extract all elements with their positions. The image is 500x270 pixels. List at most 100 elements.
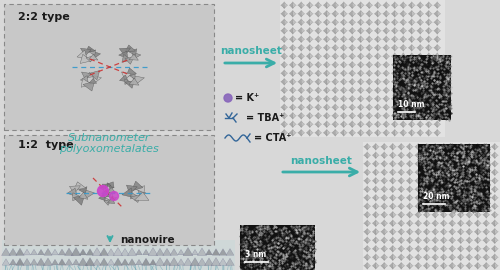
Polygon shape	[332, 2, 338, 5]
Polygon shape	[280, 79, 284, 84]
Polygon shape	[382, 130, 386, 135]
Polygon shape	[376, 170, 380, 175]
Polygon shape	[474, 170, 478, 175]
Polygon shape	[318, 130, 322, 135]
Polygon shape	[373, 164, 378, 167]
Polygon shape	[364, 187, 367, 192]
Polygon shape	[372, 246, 376, 251]
Polygon shape	[466, 263, 469, 268]
Polygon shape	[486, 204, 490, 209]
Polygon shape	[407, 206, 412, 210]
Polygon shape	[364, 169, 370, 172]
Polygon shape	[435, 221, 439, 226]
Polygon shape	[384, 221, 388, 226]
Polygon shape	[348, 105, 352, 110]
Polygon shape	[400, 124, 406, 128]
Polygon shape	[427, 161, 430, 166]
Polygon shape	[391, 130, 395, 135]
Polygon shape	[375, 104, 380, 107]
Polygon shape	[373, 143, 378, 147]
Polygon shape	[284, 71, 288, 76]
Polygon shape	[392, 48, 398, 51]
Polygon shape	[484, 262, 489, 266]
Polygon shape	[418, 107, 423, 111]
Polygon shape	[457, 246, 461, 251]
Polygon shape	[400, 73, 406, 77]
Polygon shape	[89, 50, 96, 55]
Polygon shape	[495, 178, 498, 183]
Polygon shape	[357, 54, 361, 59]
Polygon shape	[375, 61, 380, 65]
Polygon shape	[491, 178, 495, 183]
Polygon shape	[316, 56, 321, 60]
Polygon shape	[364, 257, 370, 261]
Polygon shape	[426, 65, 432, 68]
Polygon shape	[474, 229, 478, 234]
Polygon shape	[125, 79, 131, 85]
Polygon shape	[316, 53, 321, 56]
Polygon shape	[423, 229, 427, 234]
Polygon shape	[344, 54, 348, 59]
Polygon shape	[450, 220, 455, 223]
Polygon shape	[298, 79, 301, 84]
Polygon shape	[466, 212, 469, 217]
Polygon shape	[350, 95, 355, 99]
Polygon shape	[341, 2, 346, 5]
Polygon shape	[458, 181, 464, 184]
Polygon shape	[426, 19, 432, 22]
Polygon shape	[341, 31, 346, 34]
Polygon shape	[364, 144, 367, 149]
Polygon shape	[341, 61, 346, 65]
Polygon shape	[450, 257, 455, 261]
Polygon shape	[395, 122, 398, 127]
Polygon shape	[424, 223, 430, 227]
Polygon shape	[332, 96, 335, 101]
Polygon shape	[407, 223, 412, 227]
Polygon shape	[284, 3, 288, 8]
Polygon shape	[427, 178, 430, 183]
Polygon shape	[389, 221, 393, 226]
Polygon shape	[361, 71, 364, 76]
Polygon shape	[423, 178, 427, 183]
Polygon shape	[423, 153, 427, 158]
Polygon shape	[358, 99, 364, 102]
Polygon shape	[324, 48, 330, 51]
Polygon shape	[409, 116, 414, 119]
Polygon shape	[426, 90, 432, 94]
Polygon shape	[418, 144, 422, 149]
Polygon shape	[93, 51, 100, 59]
Polygon shape	[492, 223, 498, 227]
Polygon shape	[478, 144, 482, 149]
Polygon shape	[425, 105, 429, 110]
Polygon shape	[416, 11, 420, 16]
Polygon shape	[424, 186, 430, 189]
Polygon shape	[128, 248, 136, 256]
Polygon shape	[307, 31, 312, 34]
Polygon shape	[374, 20, 378, 25]
Polygon shape	[486, 246, 490, 251]
Polygon shape	[198, 248, 206, 255]
Polygon shape	[376, 229, 380, 234]
Polygon shape	[350, 22, 355, 26]
Polygon shape	[332, 130, 335, 135]
Polygon shape	[198, 258, 206, 265]
Polygon shape	[437, 113, 441, 118]
Polygon shape	[437, 130, 441, 135]
Polygon shape	[364, 249, 370, 252]
Polygon shape	[316, 90, 321, 94]
Polygon shape	[125, 45, 136, 52]
Polygon shape	[434, 96, 437, 101]
Polygon shape	[372, 263, 376, 268]
Polygon shape	[392, 104, 398, 107]
Polygon shape	[316, 27, 321, 31]
Polygon shape	[469, 263, 473, 268]
Polygon shape	[382, 20, 386, 25]
Polygon shape	[384, 53, 389, 56]
Polygon shape	[434, 65, 440, 68]
Polygon shape	[418, 195, 422, 200]
Polygon shape	[301, 96, 305, 101]
Polygon shape	[367, 263, 371, 268]
Polygon shape	[373, 177, 378, 181]
Polygon shape	[441, 147, 446, 150]
Polygon shape	[293, 122, 296, 127]
